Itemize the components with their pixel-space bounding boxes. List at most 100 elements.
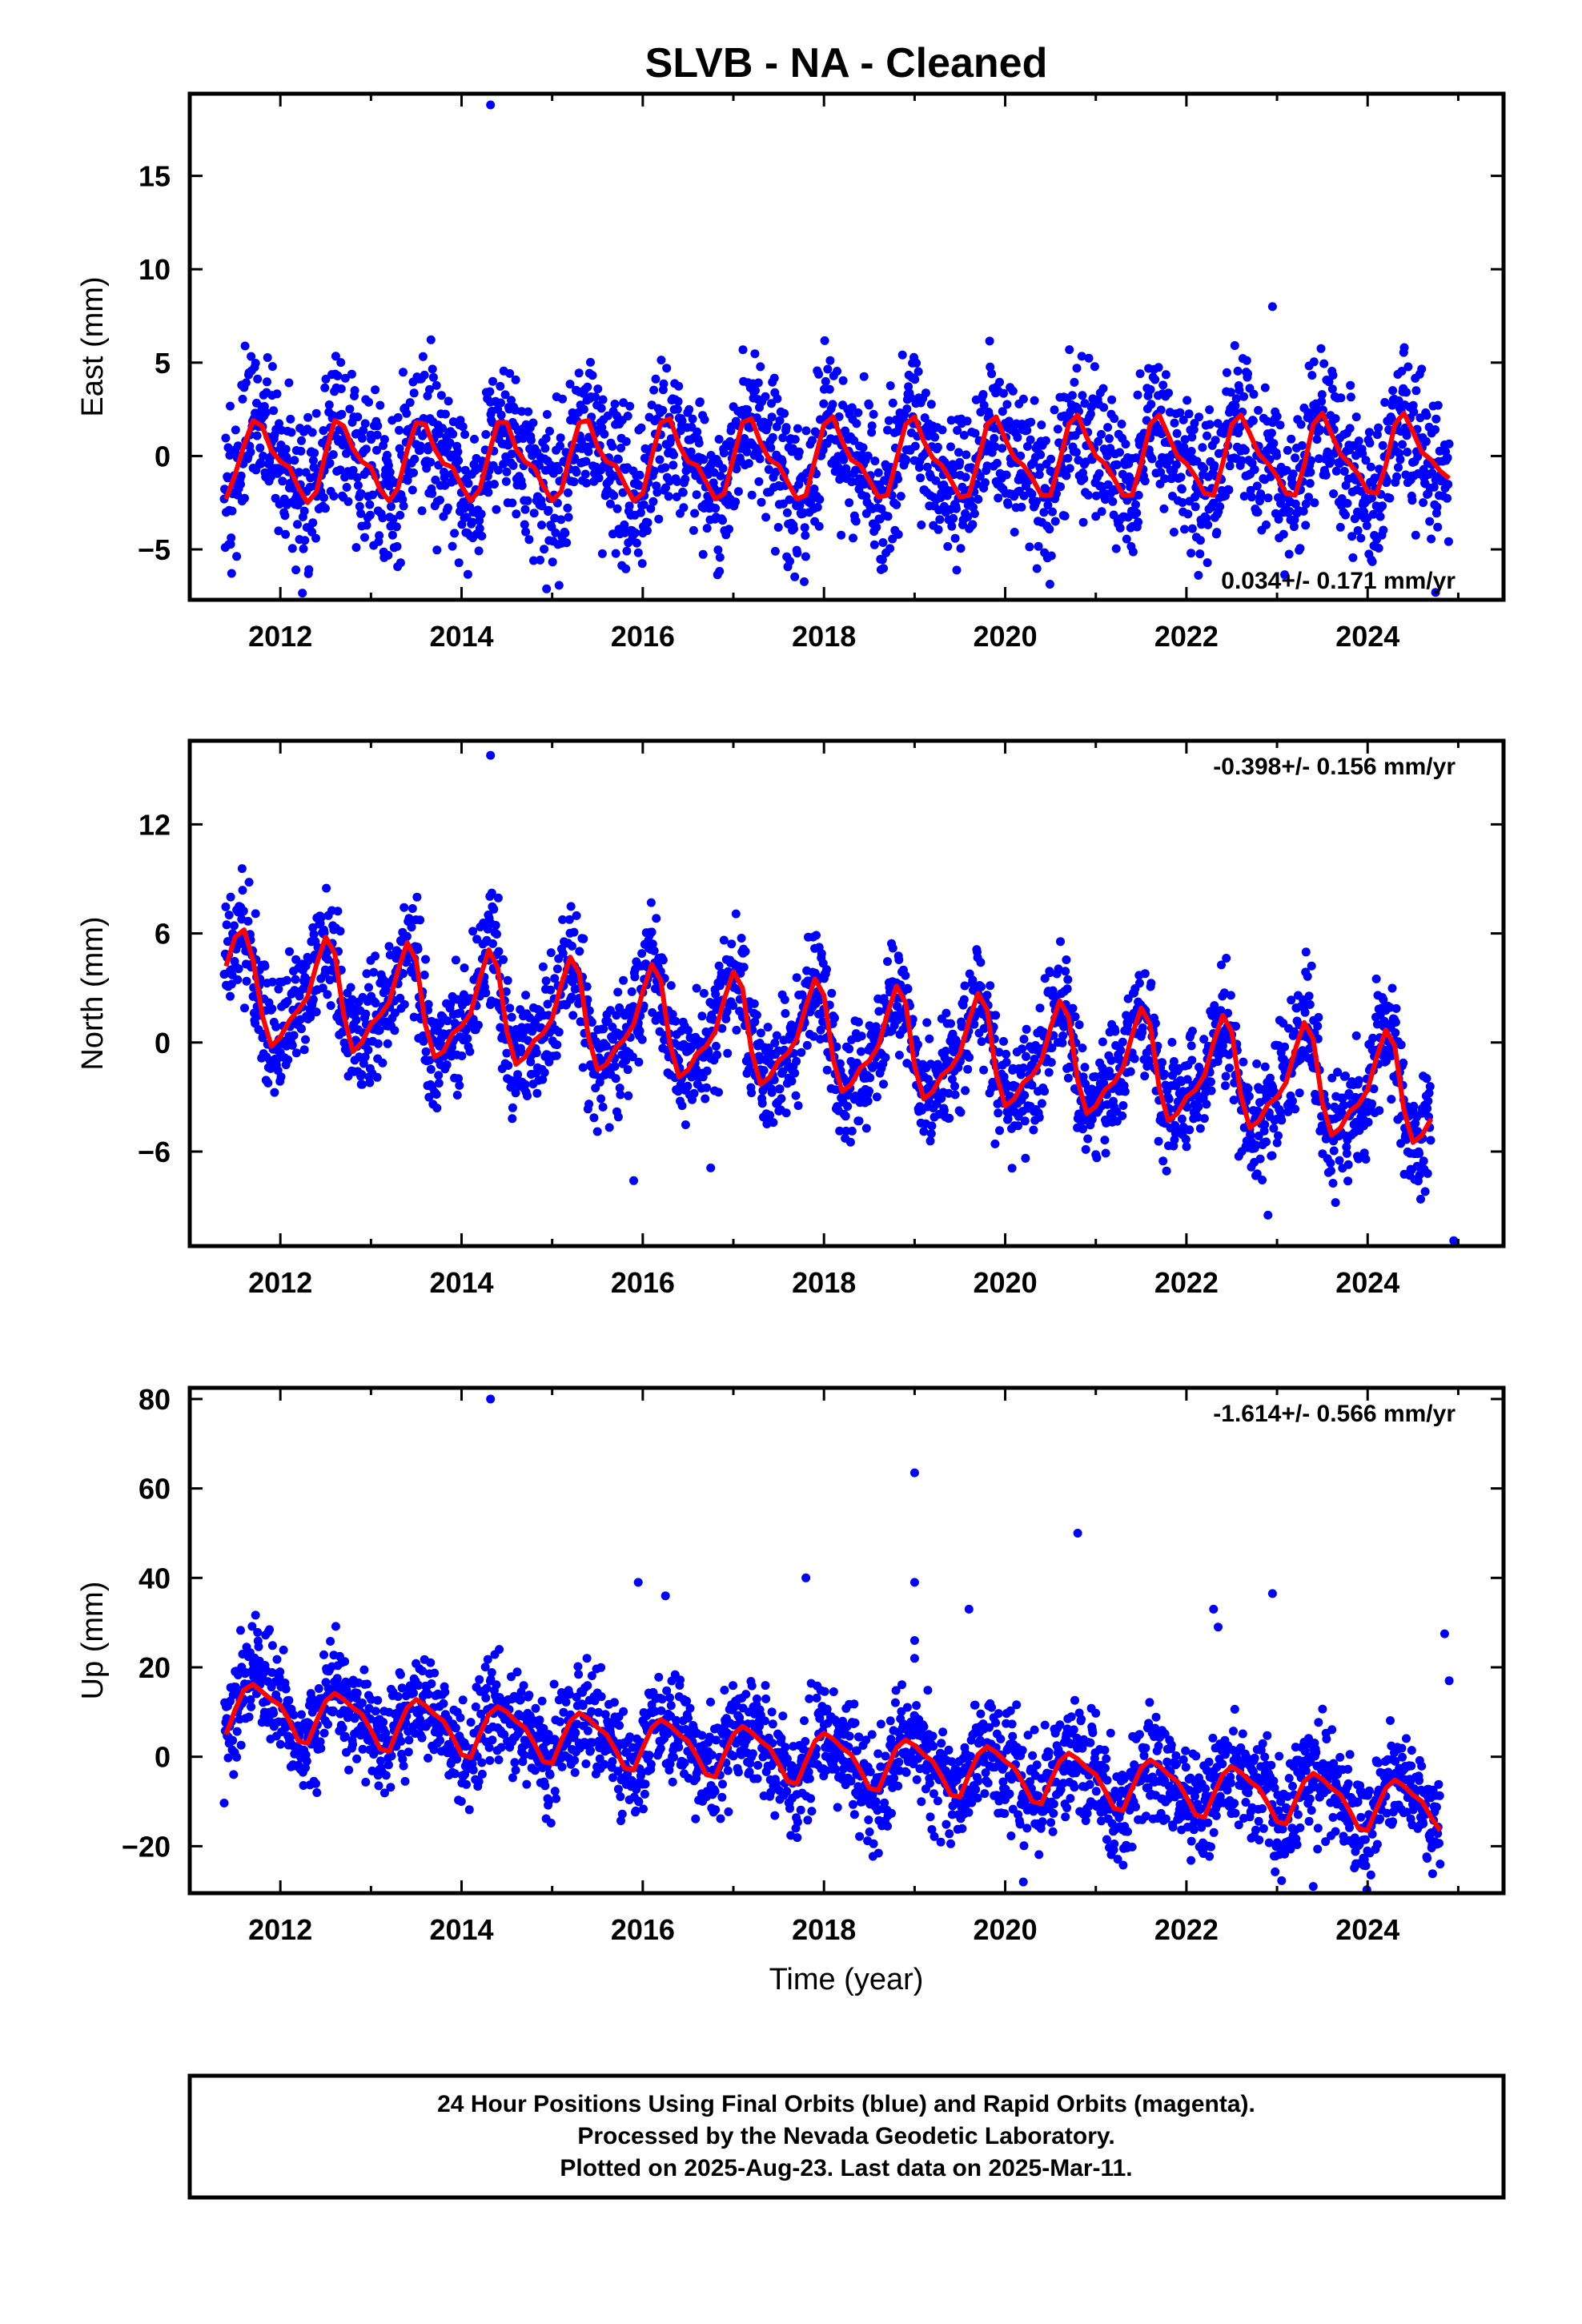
data-point [716,471,725,480]
data-point [1402,431,1411,440]
data-point [1327,384,1337,394]
data-point [901,455,910,464]
data-point [287,544,297,553]
data-point [752,1011,761,1019]
data-point [1100,1136,1110,1145]
data-point [750,349,760,359]
data-point [318,983,327,993]
data-point [1333,1068,1343,1077]
data-point [756,362,765,372]
data-point [894,955,904,964]
data-point [1027,489,1037,499]
data-point [1369,1084,1379,1094]
data-point [1444,439,1454,448]
data-point [513,1070,523,1080]
data-point [1327,1073,1337,1083]
data-point [790,572,800,581]
model-curve [223,410,1452,505]
data-point [962,416,972,426]
data-point [424,1092,434,1102]
data-point [828,400,837,409]
data-point [492,930,501,939]
data-point [481,988,491,998]
data-point [361,1009,371,1019]
data-point [1411,530,1420,540]
data-point [1446,0,1455,5]
data-point [1083,490,1093,500]
data-point [364,397,373,407]
data-point [541,434,551,443]
data-point [769,373,779,383]
data-point [260,962,270,971]
data-point [1365,438,1375,448]
data-point [950,1081,959,1091]
data-point [1210,460,1219,470]
data-point [1402,1135,1411,1144]
data-point [1108,497,1118,506]
data-point [1189,425,1199,434]
data-point [1252,1059,1262,1068]
data-point [528,418,538,428]
data-point [221,433,231,443]
data-point [794,447,804,456]
data-point [285,947,294,956]
data-point [611,549,620,558]
data-point [1375,1106,1384,1116]
data-point [1242,356,1251,365]
data-point [226,991,235,1001]
data-point [879,564,888,573]
data-point [425,384,434,394]
data-point [538,1075,548,1084]
data-point [448,541,457,551]
data-point [1416,1194,1425,1204]
data-point [646,504,656,513]
data-point [605,1006,615,1015]
data-point [702,1066,712,1076]
data-point [395,425,404,435]
data-point [263,377,271,387]
data-point [369,967,379,977]
data-point [845,1044,854,1054]
data-point [259,452,268,460]
data-point [926,1059,936,1069]
data-point [950,533,960,543]
data-point [1449,0,1458,5]
data-point [990,1139,1000,1148]
data-point [897,350,907,360]
data-point [870,456,880,466]
data-point [1454,0,1463,5]
data-point [902,404,912,413]
data-point [830,1013,839,1023]
data-point [270,1088,279,1097]
data-point [820,336,829,345]
data-point [1417,364,1427,374]
data-point [764,1043,773,1052]
data-point [1358,448,1367,458]
data-point [400,999,409,1009]
data-point [838,376,848,385]
data-point [1427,0,1435,5]
data-point [1229,1096,1239,1105]
data-point [729,1001,737,1010]
data-point [1146,385,1155,394]
data-point [1396,1040,1406,1050]
data-point [552,1040,562,1050]
data-point [392,541,402,551]
data-point [896,492,905,501]
data-point [342,483,351,492]
data-point [272,389,282,399]
data-point [233,441,243,451]
data-point [1454,0,1463,5]
data-point [893,474,903,484]
data-point [1422,1074,1431,1084]
data-point [1335,1156,1344,1165]
data-point [619,975,628,985]
data-point [903,984,913,994]
data-point [770,1038,780,1047]
data-point [1432,502,1442,512]
data-point [715,553,725,562]
data-point [320,383,330,392]
data-point [496,398,505,408]
data-point [861,509,871,518]
